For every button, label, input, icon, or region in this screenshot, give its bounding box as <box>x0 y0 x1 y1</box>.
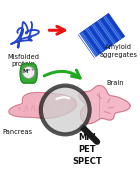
Polygon shape <box>79 85 130 124</box>
Circle shape <box>23 66 35 79</box>
Polygon shape <box>106 13 125 38</box>
Polygon shape <box>100 17 119 42</box>
Polygon shape <box>9 92 76 118</box>
Text: MRI
PET
SPECT: MRI PET SPECT <box>72 133 102 166</box>
Polygon shape <box>103 15 122 40</box>
Polygon shape <box>20 64 37 83</box>
Polygon shape <box>97 19 116 44</box>
Polygon shape <box>94 22 113 46</box>
Text: Amyloid
aggregates: Amyloid aggregates <box>100 44 138 58</box>
Text: Misfolded
protein: Misfolded protein <box>7 54 39 67</box>
Polygon shape <box>80 32 98 57</box>
Polygon shape <box>83 30 101 55</box>
Text: M$^{n+}$: M$^{n+}$ <box>22 67 35 76</box>
Text: Brain: Brain <box>106 80 124 86</box>
Polygon shape <box>86 28 104 53</box>
Circle shape <box>41 86 90 134</box>
Polygon shape <box>88 26 107 50</box>
Polygon shape <box>91 23 110 48</box>
Text: Pancreas: Pancreas <box>2 129 32 135</box>
